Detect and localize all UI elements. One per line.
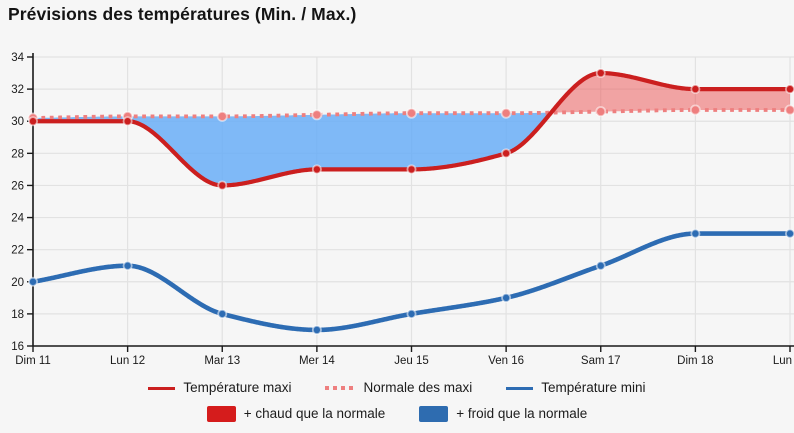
- axes: [27, 53, 794, 352]
- legend-label-maxi: Température maxi: [183, 380, 292, 395]
- warmer-than-normal-area: [551, 73, 790, 113]
- colder-than-normal-area: [33, 112, 552, 186]
- x-tick-label: Ven 16: [488, 355, 524, 367]
- legend-item-normale-maxi[interactable]: Normale des maxi: [325, 379, 472, 397]
- x-tick-label: Lun 12: [110, 355, 145, 367]
- chart-legend: Température maxi Normale des maxi Tempér…: [0, 379, 794, 423]
- y-tick-label: 18: [11, 309, 24, 321]
- normale-dotted-swatch-icon: [325, 386, 356, 390]
- axis-labels: 16 18 20 22 24 26 28 30 32 34 Dim 11 Lun 12 Mar 13 Me…: [11, 52, 792, 367]
- x-tick-label: Lun: [773, 355, 792, 367]
- x-tick-label: Dim 11: [15, 355, 51, 367]
- x-tick-label: Jeu 15: [394, 355, 429, 367]
- legend-label-froid: + froid que la normale: [456, 406, 588, 421]
- mini-line-swatch-icon: [506, 386, 534, 390]
- x-tick-label: Mar 13: [204, 355, 240, 367]
- legend-item-temperature-maxi[interactable]: Température maxi: [148, 379, 291, 397]
- chaud-fill-swatch-icon: [206, 406, 236, 422]
- maxi-markers: [27, 68, 794, 191]
- y-tick-label: 32: [11, 84, 24, 96]
- x-tick-label: Dim 18: [677, 355, 713, 367]
- legend-item-temperature-mini[interactable]: Température mini: [506, 379, 646, 397]
- maxi-line-swatch-icon: [148, 386, 176, 390]
- mini-markers: [27, 228, 794, 335]
- x-tick-label: Mer 14: [299, 355, 335, 367]
- froid-fill-swatch-icon: [419, 406, 449, 422]
- y-tick-label: 28: [11, 148, 24, 160]
- legend-fills-row: + chaud que la normale + froid que la no…: [206, 405, 587, 423]
- y-tick-label: 24: [11, 213, 24, 225]
- legend-label-normale: Normale des maxi: [363, 380, 473, 395]
- legend-series-row: Température maxi Normale des maxi Tempér…: [148, 379, 646, 397]
- x-tick-label: Sam 17: [581, 355, 621, 367]
- y-tick-label: 20: [11, 277, 24, 289]
- y-tick-label: 22: [11, 245, 24, 257]
- y-tick-label: 16: [11, 341, 24, 353]
- y-tick-label: 34: [11, 52, 24, 64]
- chart-title: Prévisions des températures (Min. / Max.…: [8, 4, 357, 24]
- y-tick-label: 26: [11, 180, 24, 192]
- legend-item-froid[interactable]: + froid que la normale: [419, 405, 587, 423]
- legend-label-chaud: + chaud que la normale: [243, 406, 386, 421]
- legend-label-mini: Température mini: [541, 380, 646, 395]
- legend-item-chaud[interactable]: + chaud que la normale: [206, 405, 386, 423]
- y-tick-label: 30: [11, 116, 24, 128]
